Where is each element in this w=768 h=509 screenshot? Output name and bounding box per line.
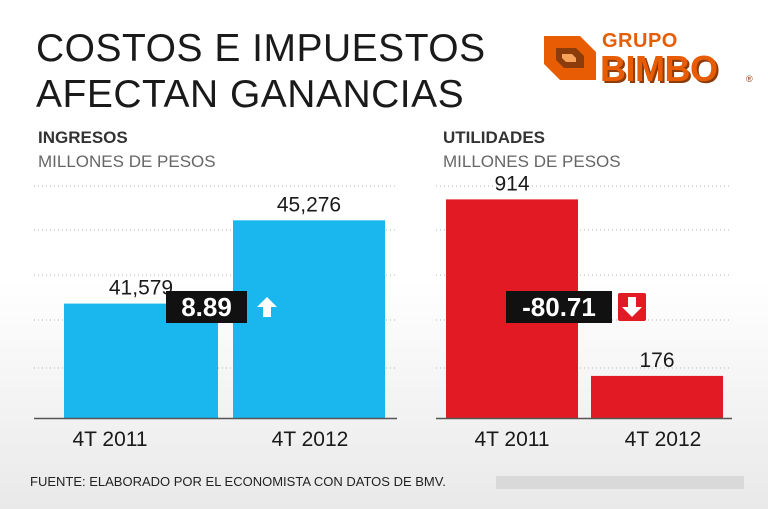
arrow-up-icon [257,297,277,317]
logo-grupo-text: GRUPO [602,30,678,52]
grupo-bimbo-logo: GRUPO BIMBO ® [536,22,758,92]
change-value: -80.71 [522,292,596,322]
ingresos-heading: INGRESOS [38,128,128,147]
bar-value-label: 914 [494,172,529,195]
x-tick-label: 4T 2012 [272,428,349,451]
bar-value-label: 45,276 [277,193,341,216]
source-redacted-bar [496,476,744,489]
title-line-2: AFECTAN GANANCIAS [36,73,465,116]
arrow-down-icon [622,297,642,317]
logo-bimbo-text: BIMBO [600,48,718,89]
x-tick-label: 4T 2011 [474,428,549,451]
bar-value-label: 176 [639,349,674,372]
bimbo-logo-icon [544,36,596,80]
source-note: FUENTE: ELABORADO POR EL ECONOMISTA CON … [30,474,446,489]
x-tick-label: 4T 2012 [625,428,702,451]
change-box [506,291,612,323]
utilidades-subheading: MILLONES DE PESOS [443,152,621,171]
title-line-1: COSTOS E IMPUESTOS [36,27,486,70]
ingresos-subheading: MILLONES DE PESOS [38,152,216,171]
x-tick-label: 4T 2011 [72,428,147,451]
bar-value-label: 41,579 [109,277,173,300]
chart-title: COSTOS E IMPUESTOS AFECTAN GANANCIAS [36,26,486,118]
utilidades-heading: UTILIDADES [443,128,545,147]
change-box [166,291,247,323]
bar-4t-2012 [591,375,723,418]
change-value: 8.89 [181,292,232,322]
logo-registered-mark: ® [746,74,753,84]
